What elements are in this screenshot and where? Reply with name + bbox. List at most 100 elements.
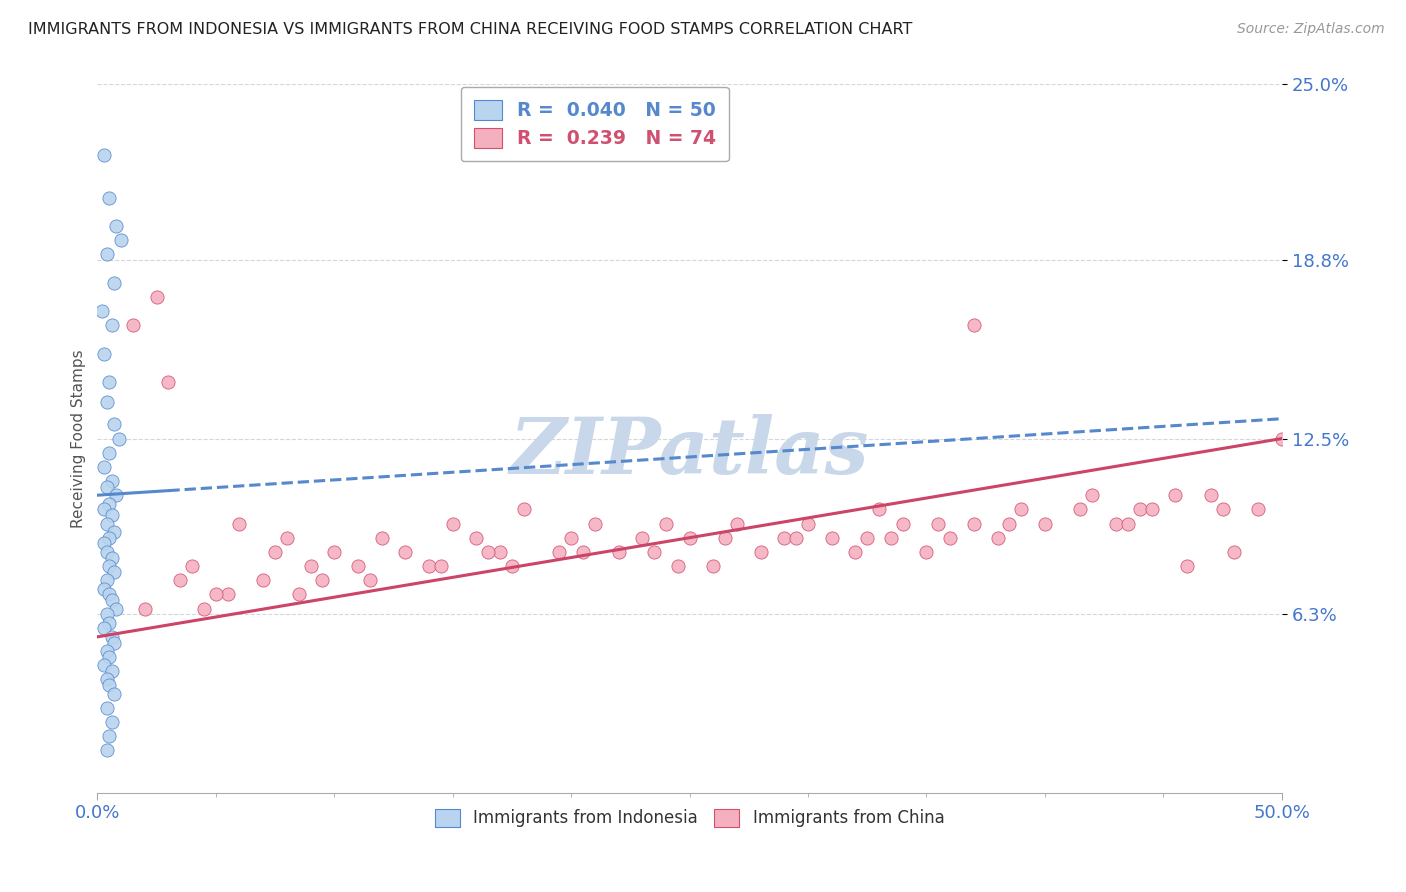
- Point: [91, 304, 114, 318]
- Point: [217, 587, 239, 601]
- Point: [103, 686, 125, 700]
- Point: [1271, 432, 1294, 446]
- Point: [96, 673, 118, 687]
- Point: [666, 559, 689, 574]
- Point: [98, 678, 121, 692]
- Point: [430, 559, 453, 574]
- Point: [501, 559, 523, 574]
- Point: [548, 545, 571, 559]
- Point: [96, 516, 118, 531]
- Point: [607, 545, 630, 559]
- Point: [1105, 516, 1128, 531]
- Point: [100, 714, 122, 729]
- Point: [228, 516, 250, 531]
- Point: [204, 587, 226, 601]
- Point: [323, 545, 346, 559]
- Point: [193, 601, 215, 615]
- Point: [797, 516, 820, 531]
- Point: [100, 550, 122, 565]
- Text: IMMIGRANTS FROM INDONESIA VS IMMIGRANTS FROM CHINA RECEIVING FOOD STAMPS CORRELA: IMMIGRANTS FROM INDONESIA VS IMMIGRANTS …: [28, 22, 912, 37]
- Point: [868, 502, 890, 516]
- Point: [477, 545, 499, 559]
- Point: [1247, 502, 1270, 516]
- Point: [915, 545, 938, 559]
- Point: [96, 545, 118, 559]
- Point: [122, 318, 145, 333]
- Point: [105, 601, 128, 615]
- Point: [963, 516, 986, 531]
- Point: [96, 573, 118, 587]
- Point: [1212, 502, 1234, 516]
- Point: [96, 743, 118, 757]
- Point: [1116, 516, 1139, 531]
- Point: [1199, 488, 1222, 502]
- Point: [773, 531, 796, 545]
- Point: [96, 644, 118, 658]
- Point: [107, 432, 129, 446]
- Point: [927, 516, 949, 531]
- Point: [100, 508, 122, 522]
- Point: [1069, 502, 1091, 516]
- Point: [844, 545, 866, 559]
- Point: [134, 601, 156, 615]
- Point: [998, 516, 1021, 531]
- Point: [98, 531, 121, 545]
- Point: [96, 247, 118, 261]
- Point: [103, 417, 125, 432]
- Point: [93, 658, 115, 673]
- Point: [725, 516, 748, 531]
- Point: [939, 531, 962, 545]
- Point: [489, 545, 512, 559]
- Point: [105, 219, 128, 233]
- Point: [1164, 488, 1187, 502]
- Point: [963, 318, 986, 333]
- Point: [891, 516, 914, 531]
- Point: [394, 545, 416, 559]
- Point: [93, 502, 115, 516]
- Point: [856, 531, 879, 545]
- Point: [418, 559, 440, 574]
- Point: [513, 502, 536, 516]
- Point: [103, 276, 125, 290]
- Point: [93, 582, 115, 596]
- Point: [105, 488, 128, 502]
- Point: [103, 565, 125, 579]
- Point: [702, 559, 724, 574]
- Point: [560, 531, 582, 545]
- Point: [370, 531, 392, 545]
- Point: [98, 615, 121, 630]
- Point: [264, 545, 287, 559]
- Text: ZIPatlas: ZIPatlas: [510, 415, 869, 491]
- Point: [252, 573, 274, 587]
- Point: [93, 621, 115, 635]
- Point: [1175, 559, 1198, 574]
- Point: [157, 375, 180, 389]
- Point: [98, 191, 121, 205]
- Point: [287, 587, 309, 601]
- Point: [1081, 488, 1104, 502]
- Point: [785, 531, 807, 545]
- Point: [100, 593, 122, 607]
- Point: [98, 446, 121, 460]
- Point: [359, 573, 381, 587]
- Point: [572, 545, 595, 559]
- Point: [100, 664, 122, 678]
- Legend: Immigrants from Indonesia, Immigrants from China: Immigrants from Indonesia, Immigrants fr…: [427, 802, 952, 834]
- Point: [880, 531, 903, 545]
- Point: [96, 480, 118, 494]
- Point: [1223, 545, 1246, 559]
- Point: [347, 559, 370, 574]
- Point: [1140, 502, 1163, 516]
- Point: [678, 531, 700, 545]
- Point: [96, 394, 118, 409]
- Point: [98, 729, 121, 743]
- Point: [181, 559, 204, 574]
- Point: [821, 531, 844, 545]
- Point: [93, 148, 115, 162]
- Point: [96, 700, 118, 714]
- Point: [583, 516, 606, 531]
- Point: [441, 516, 464, 531]
- Point: [276, 531, 298, 545]
- Text: Source: ZipAtlas.com: Source: ZipAtlas.com: [1237, 22, 1385, 37]
- Point: [465, 531, 488, 545]
